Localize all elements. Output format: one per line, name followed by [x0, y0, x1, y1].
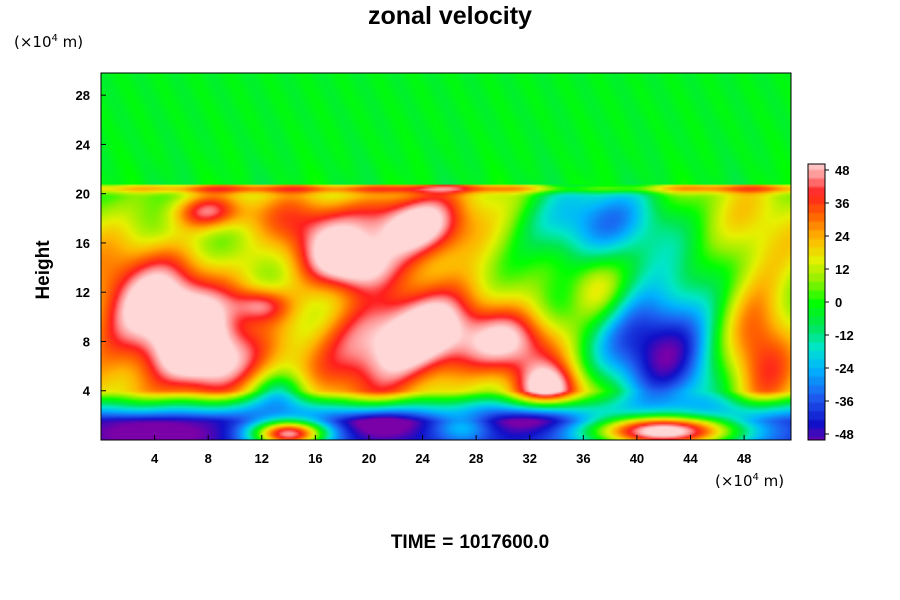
time-readout: TIME = 1017600.0 — [0, 532, 900, 554]
y-axis-unit: (×104 m) — [14, 33, 84, 51]
y-tick-label: 24 — [76, 137, 91, 152]
colorbar-tick-label: -12 — [835, 328, 854, 343]
colorbar-tick-label: -36 — [835, 394, 854, 409]
x-tick-label: 48 — [737, 451, 751, 466]
time-value: 1017600.0 — [459, 532, 550, 553]
x-tick-label: 4 — [151, 451, 159, 466]
y-tick-label: 4 — [83, 384, 91, 399]
x-tick-label: 12 — [255, 451, 269, 466]
colorbar-tick-label: 24 — [835, 229, 850, 244]
colorbar-tick-label: 0 — [835, 295, 842, 310]
plot-frame — [100, 72, 792, 441]
x-axis-ticks: 4 8 12 16 20 24 28 32 36 40 44 48 — [151, 435, 751, 466]
x-tick-label: 36 — [576, 451, 590, 466]
colorbar-tick-label: 12 — [835, 262, 849, 277]
y-tick-label: 8 — [83, 334, 90, 349]
colorbar-tick-label: 48 — [835, 163, 849, 178]
y-tick-label: 12 — [76, 285, 90, 300]
y-tick-label: 28 — [76, 88, 90, 103]
heatmap-field — [101, 73, 791, 440]
x-tick-label: 32 — [523, 451, 537, 466]
x-tick-label: 44 — [683, 451, 698, 466]
colorbar-ticks: 48 36 24 12 0 -12 -24 -36 -48 — [825, 163, 855, 442]
x-tick-label: 40 — [630, 451, 644, 466]
y-tick-label: 16 — [76, 236, 90, 251]
colorbar-tick-label: 36 — [835, 196, 849, 211]
x-tick-label: 28 — [469, 451, 483, 466]
x-axis-unit: (×104 m) — [715, 472, 785, 490]
y-tick-label: 20 — [76, 187, 90, 202]
x-tick-label: 16 — [308, 451, 322, 466]
x-tick-label: 20 — [362, 451, 376, 466]
x-tick-label: 24 — [415, 451, 430, 466]
colorbar-tick-label: -24 — [835, 361, 855, 376]
colorbar-tick-label: -48 — [835, 427, 854, 442]
y-axis-ticks: 4 8 12 16 20 24 28 — [76, 88, 106, 399]
time-equals: = — [442, 532, 454, 553]
x-tick-label: 8 — [205, 451, 212, 466]
time-label: TIME — [390, 532, 437, 553]
colorbar — [808, 164, 825, 440]
chart-title: zonal velocity — [368, 2, 532, 30]
